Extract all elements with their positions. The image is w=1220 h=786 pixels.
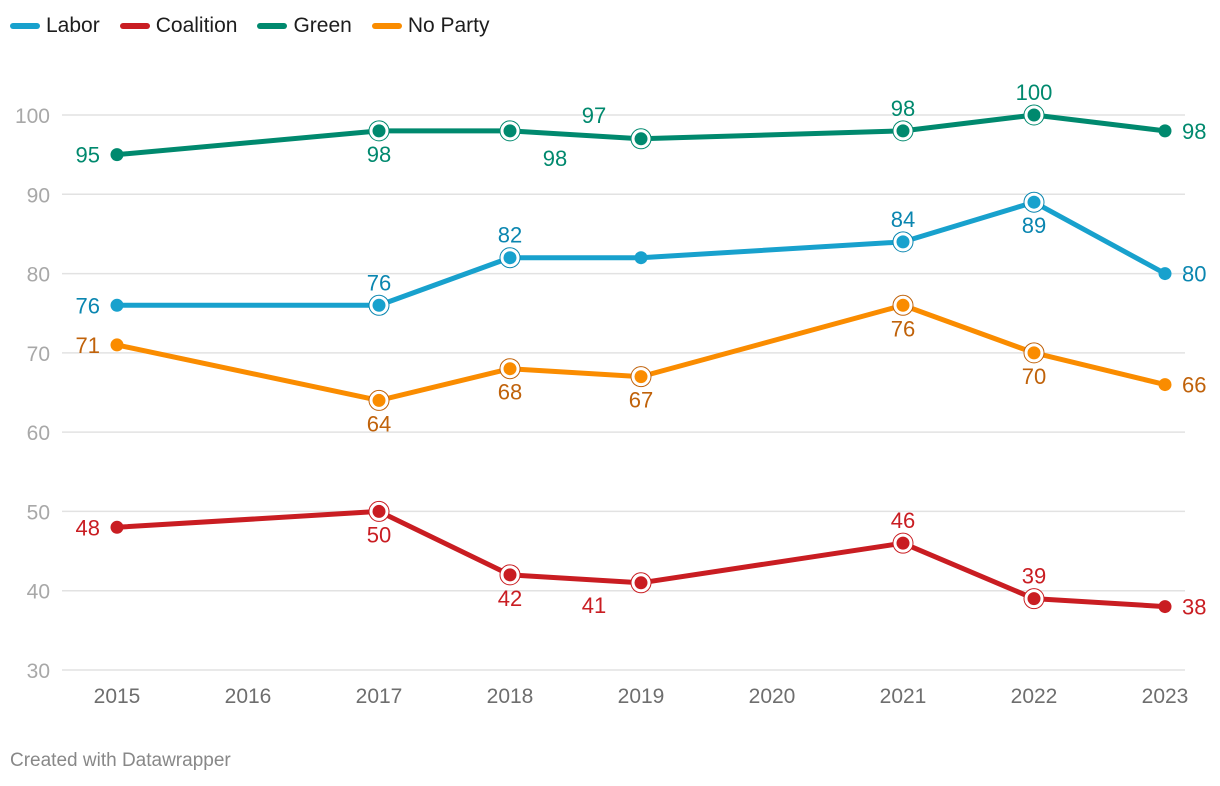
point-labor-2021	[896, 235, 910, 249]
legend-label-coalition: Coalition	[155, 14, 238, 37]
point-green-2022	[1027, 108, 1041, 122]
point-coalition-2019	[634, 576, 648, 590]
data-label-coalition: 39	[1022, 564, 1046, 589]
y-tick-label: 50	[27, 501, 50, 524]
legend-label-no-party: No Party	[407, 14, 490, 37]
data-label-coalition: 46	[891, 508, 915, 533]
point-coalition-2017	[372, 504, 386, 518]
data-label-no-party: 71	[76, 333, 100, 358]
x-tick-label: 2022	[1011, 685, 1058, 708]
x-tick-label: 2018	[487, 685, 534, 708]
x-tick-label: 2016	[225, 685, 272, 708]
legend-item-labor: Labor	[10, 14, 100, 38]
data-label-labor: 89	[1022, 213, 1046, 238]
x-tick-label: 2015	[94, 685, 141, 708]
data-label-green: 97	[582, 103, 606, 128]
data-label-green: 98	[1182, 119, 1206, 144]
x-tick-label: 2023	[1142, 685, 1189, 708]
legend-item-coalition: Coalition	[119, 14, 238, 38]
point-labor-2018	[503, 251, 517, 265]
y-tick-label: 100	[15, 105, 50, 128]
x-tick-label: 2019	[618, 685, 665, 708]
point-coalition-2021	[896, 536, 910, 550]
y-tick-label: 90	[27, 184, 50, 207]
data-label-no-party: 70	[1022, 364, 1046, 389]
x-tick-label: 2017	[356, 685, 403, 708]
point-labor-2017	[372, 298, 386, 312]
data-label-no-party: 66	[1182, 373, 1206, 398]
data-label-labor: 76	[367, 270, 391, 295]
x-tick-label: 2021	[880, 685, 927, 708]
point-green-2023	[1158, 124, 1172, 138]
data-label-green: 98	[891, 96, 915, 121]
point-no-party-2017	[372, 393, 386, 407]
point-no-party-2022	[1027, 346, 1041, 360]
legend-swatch-coalition	[119, 23, 150, 29]
series-lines	[114, 112, 1168, 610]
data-label-no-party: 64	[367, 411, 391, 436]
point-no-party-2019	[634, 370, 648, 384]
legend-swatch-labor	[10, 23, 40, 29]
point-labor-2023	[1158, 267, 1172, 281]
point-labor-2019	[634, 251, 648, 265]
point-green-2017	[372, 124, 386, 138]
point-no-party-2021	[896, 298, 910, 312]
legend-label-green: Green	[293, 14, 352, 37]
data-labels: 95 98 98 97 98 100 98 76 76 82 84 89 80 71 64 68 67 76 70 6…	[76, 80, 1207, 620]
x-axis: 2015 2016 2017 2018 2019 2020 2021 2022 2023	[94, 685, 1189, 708]
data-label-green: 100	[1016, 80, 1053, 105]
data-label-labor: 76	[76, 293, 100, 318]
legend-item-no-party: No Party	[371, 14, 490, 38]
point-green-2018	[503, 124, 517, 138]
series-points	[110, 104, 1172, 614]
y-tick-label: 40	[27, 581, 50, 604]
footer-credit: Created with Datawrapper	[10, 750, 231, 771]
point-no-party-2023	[1158, 378, 1172, 392]
data-label-green: 95	[76, 143, 100, 168]
legend-swatch-no-party	[371, 23, 402, 29]
data-label-labor: 84	[891, 207, 915, 232]
data-label-green: 98	[367, 142, 391, 167]
legend-label-labor: Labor	[46, 14, 100, 37]
y-tick-label: 60	[27, 422, 50, 445]
data-label-coalition: 42	[498, 586, 522, 611]
point-coalition-2022	[1027, 592, 1041, 606]
chart-legend: Labor Coalition Green No Party	[10, 14, 490, 38]
data-label-no-party: 67	[629, 388, 653, 413]
data-label-coalition: 50	[367, 522, 391, 547]
point-green-2015	[110, 148, 124, 162]
data-label-coalition: 48	[76, 515, 100, 540]
point-coalition-2015	[110, 520, 124, 534]
y-tick-label: 30	[27, 660, 50, 683]
y-axis: 30 40 50 60 70 80 90 100	[15, 105, 50, 683]
point-no-party-2015	[110, 338, 124, 352]
data-label-green: 98	[543, 146, 567, 171]
point-labor-2015	[110, 298, 124, 312]
legend-swatch-green	[257, 23, 288, 29]
data-label-labor: 80	[1182, 262, 1206, 287]
gridlines	[62, 114, 1185, 671]
legend-item-green: Green	[257, 14, 352, 38]
data-label-coalition: 41	[582, 593, 606, 618]
y-tick-label: 80	[27, 264, 50, 287]
point-coalition-2023	[1158, 600, 1172, 614]
point-labor-2022	[1027, 195, 1041, 209]
y-tick-label: 70	[27, 343, 50, 366]
point-green-2021	[896, 124, 910, 138]
data-label-no-party: 68	[498, 380, 522, 405]
data-label-labor: 82	[498, 223, 522, 248]
data-label-no-party: 76	[891, 316, 915, 341]
x-tick-label: 2020	[749, 685, 796, 708]
point-green-2019	[634, 132, 648, 146]
data-label-coalition: 38	[1182, 595, 1206, 620]
point-coalition-2018	[503, 568, 517, 582]
point-no-party-2018	[503, 362, 517, 376]
